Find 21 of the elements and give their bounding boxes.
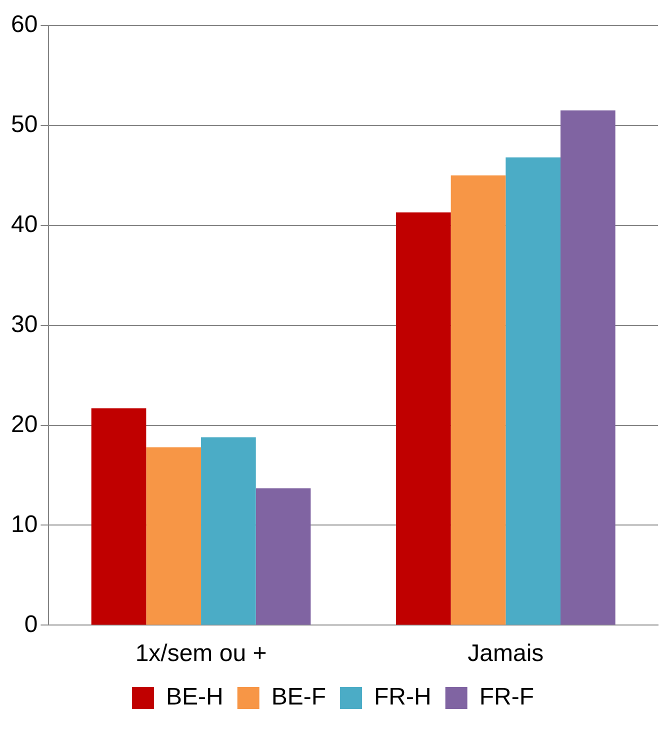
y-tick-label: 30	[10, 310, 38, 338]
bar	[146, 447, 202, 625]
bar	[201, 437, 256, 625]
legend-label: BE-H	[166, 684, 224, 711]
y-tick-label: 10	[10, 510, 38, 538]
bar	[256, 488, 311, 625]
y-tick-label: 0	[24, 610, 38, 638]
bar	[91, 408, 146, 625]
y-tick-label: 20	[10, 410, 38, 438]
bar	[396, 212, 451, 625]
bar	[506, 157, 561, 625]
y-tick-label: 60	[10, 11, 38, 38]
y-tick-label: 40	[10, 210, 38, 238]
y-tick-label: 50	[10, 110, 38, 138]
legend-label: FR-H	[374, 684, 432, 711]
x-tick-label: Jamais	[468, 640, 544, 668]
bar	[450, 175, 506, 625]
x-tick-label: 1x/sem ou +	[135, 640, 267, 668]
legend-label: BE-F	[271, 684, 326, 711]
bar	[560, 110, 616, 625]
legend-label: FR-F	[479, 684, 534, 711]
